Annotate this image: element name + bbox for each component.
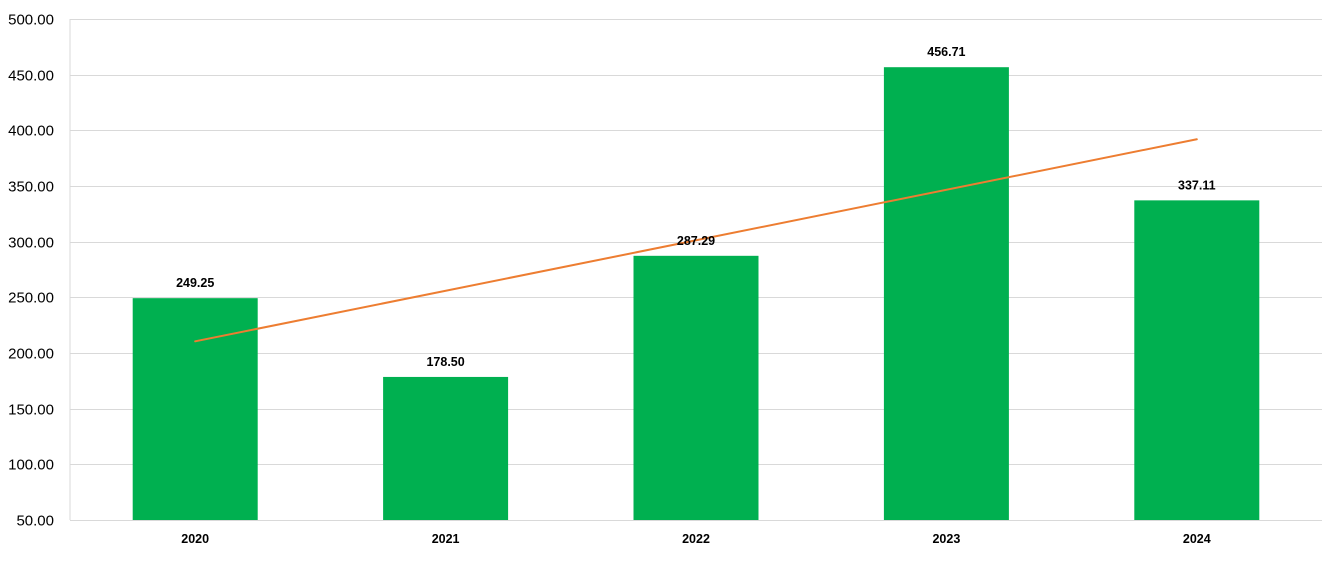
bar-2023 [883,67,1009,520]
bar-2022 [633,255,759,520]
y-tick-label: 150.00 [8,402,54,419]
data-label-2022: 287.29 [677,234,715,248]
y-tick-label: 300.00 [8,235,54,252]
y-tick-label: 400.00 [8,123,54,140]
y-tick-label: 500.00 [8,12,54,29]
data-labels: 249.25 178.50 287.29 456.71 337.11 [176,45,1216,369]
y-tick-label: 50.00 [16,513,54,530]
y-tick-label: 250.00 [8,290,54,307]
data-label-2023: 456.71 [927,45,965,59]
y-tick-label: 100.00 [8,457,54,474]
bar-2024 [1134,200,1260,520]
category-label-2020: 2020 [181,532,209,546]
bar-2020 [132,298,258,520]
x-axis-tick-labels: 2020 2021 2022 2023 2024 [181,532,1210,546]
y-tick-label: 350.00 [8,179,54,196]
data-label-2024: 337.11 [1178,178,1216,192]
category-label-2021: 2021 [432,532,460,546]
y-axis-tick-labels: 50.00 100.00 150.00 200.00 250.00 300.00 350.0… [8,12,54,530]
trendline-layer [194,138,1198,343]
y-tick-label: 450.00 [8,68,54,85]
category-label-2023: 2023 [932,532,960,546]
trendline [194,138,1198,343]
bars [132,67,1260,520]
bar-2021 [383,376,509,520]
data-label-2021: 178.50 [426,355,464,369]
data-label-2020: 249.25 [176,276,214,290]
category-label-2024: 2024 [1183,532,1211,546]
y-tick-label: 200.00 [8,346,54,363]
category-label-2022: 2022 [682,532,710,546]
